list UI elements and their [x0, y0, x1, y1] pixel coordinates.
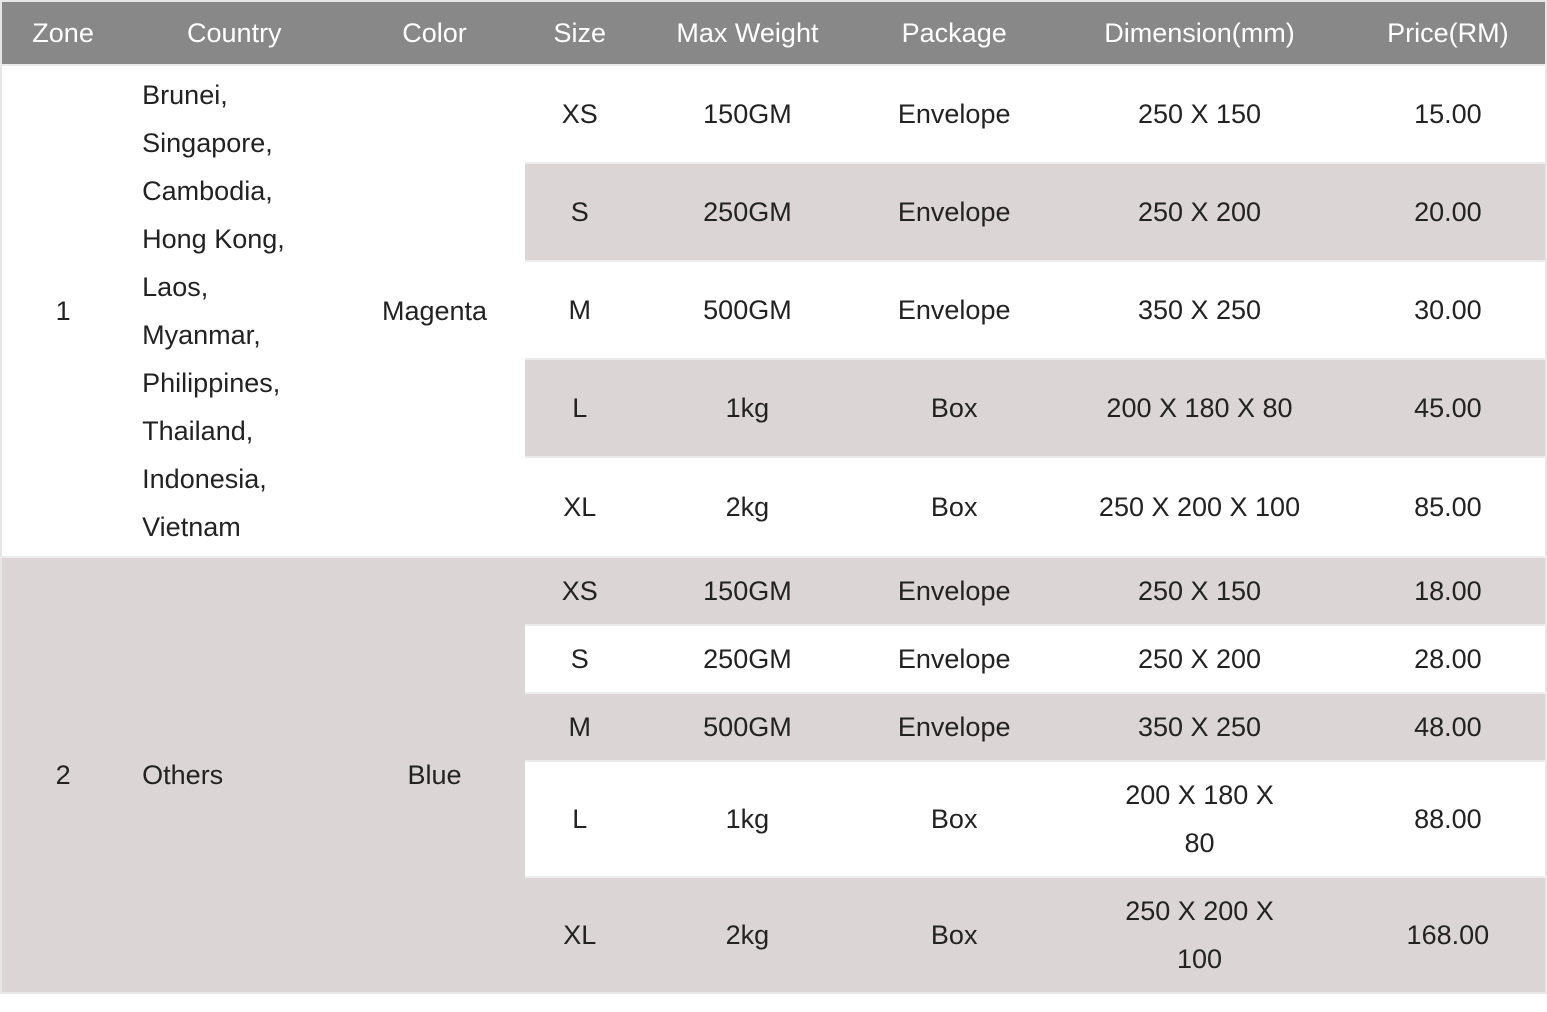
size-cell: S — [524, 624, 635, 693]
weight-cell: 150GM — [634, 556, 861, 625]
package-cell: Box — [860, 760, 1049, 877]
table-row: 1 Brunei, Singapore, Cambodia, Hong Kong, Lao… — [1, 64, 1546, 557]
country-name: Myanmar, — [142, 320, 261, 350]
size-cell: XS — [524, 556, 635, 625]
column-header-max-weight: Max Weight — [634, 1, 861, 65]
price-cell: 30.00 — [1350, 260, 1546, 359]
weight-cell: 500GM — [634, 260, 861, 359]
size-cell: XS — [524, 64, 635, 163]
country-name: Brunei, — [142, 80, 228, 110]
column-header-price: Price(RM) — [1350, 1, 1546, 65]
country-name: Vietnam — [142, 512, 241, 542]
weight-cell: 2kg — [634, 876, 861, 993]
package-cell: Envelope — [860, 624, 1049, 693]
size-cell: XL — [524, 876, 635, 993]
zone-cell: 2 — [1, 556, 125, 993]
weight-cell: 150GM — [634, 64, 861, 163]
weight-cell: 1kg — [634, 358, 861, 457]
country-name: Cambodia, — [142, 176, 273, 206]
header-row: Zone Country Color Size Max Weight Package Dim… — [1, 1, 1546, 65]
dimension-cell: 250 X 200 — [1048, 162, 1351, 261]
column-header-size: Size — [524, 1, 635, 65]
size-cell: L — [524, 358, 635, 457]
zone-cell: 1 — [1, 64, 125, 557]
table-row: 2 Others Blue XS 150GM Envelope 250 X 150 18.00 — [1, 556, 1546, 993]
package-cell: Box — [860, 358, 1049, 457]
price-cell: 48.00 — [1350, 692, 1546, 761]
dimension-text: 250 X 200 X 100 — [1125, 896, 1274, 974]
size-cell: XL — [524, 456, 635, 557]
package-cell: Envelope — [860, 162, 1049, 261]
price-cell: 85.00 — [1350, 456, 1546, 557]
column-header-package: Package — [860, 1, 1049, 65]
price-cell: 45.00 — [1350, 358, 1546, 457]
size-cell: S — [524, 162, 635, 261]
dimension-cell: 200 X 180 X 80 — [1048, 760, 1351, 877]
size-cell: L — [524, 760, 635, 877]
column-header-country: Country — [124, 1, 345, 65]
package-cell: Box — [860, 456, 1049, 557]
table-row: S 250GM Envelope 250 X 200 20.00 — [1, 162, 1546, 261]
dimension-cell: 250 X 200 X 100 — [1048, 876, 1351, 993]
weight-cell: 250GM — [634, 162, 861, 261]
weight-cell: 1kg — [634, 760, 861, 877]
price-cell: 88.00 — [1350, 760, 1546, 877]
country-name: Thailand, — [142, 416, 254, 446]
country-name: Indonesia, — [142, 464, 267, 494]
dimension-cell: 200 X 180 X 80 — [1048, 358, 1351, 457]
price-cell: 18.00 — [1350, 556, 1546, 625]
dimension-cell: 250 X 200 — [1048, 624, 1351, 693]
price-cell: 28.00 — [1350, 624, 1546, 693]
column-header-dimension: Dimension(mm) — [1048, 1, 1351, 65]
dimension-cell: 250 X 150 — [1048, 556, 1351, 625]
weight-cell: 500GM — [634, 692, 861, 761]
country-name: Singapore, — [142, 128, 273, 158]
country-name: Others — [142, 760, 224, 790]
package-cell: Envelope — [860, 260, 1049, 359]
color-cell: Magenta — [344, 64, 525, 557]
package-cell: Box — [860, 876, 1049, 993]
country-cell: Brunei, Singapore, Cambodia, Hong Kong, Laos… — [124, 64, 345, 557]
color-cell: Blue — [344, 556, 525, 993]
dimension-text: 200 X 180 X 80 — [1125, 780, 1274, 858]
size-cell: M — [524, 260, 635, 359]
country-cell: Others — [124, 556, 345, 993]
dimension-cell: 250 X 200 X 100 — [1048, 456, 1351, 557]
country-name: Hong Kong, — [142, 224, 285, 254]
price-cell: 168.00 — [1350, 876, 1546, 993]
price-cell: 20.00 — [1350, 162, 1546, 261]
package-cell: Envelope — [860, 556, 1049, 625]
column-header-zone: Zone — [1, 1, 125, 65]
price-cell: 15.00 — [1350, 64, 1546, 163]
weight-cell: 250GM — [634, 624, 861, 693]
package-cell: Envelope — [860, 64, 1049, 163]
dimension-cell: 250 X 150 — [1048, 64, 1351, 163]
country-name: Philippines, — [142, 368, 281, 398]
package-cell: Envelope — [860, 692, 1049, 761]
column-header-color: Color — [344, 1, 525, 65]
dimension-cell: 350 X 250 — [1048, 260, 1351, 359]
weight-cell: 2kg — [634, 456, 861, 557]
size-cell: M — [524, 692, 635, 761]
country-name: Laos, — [142, 272, 209, 302]
dimension-cell: 350 X 250 — [1048, 692, 1351, 761]
